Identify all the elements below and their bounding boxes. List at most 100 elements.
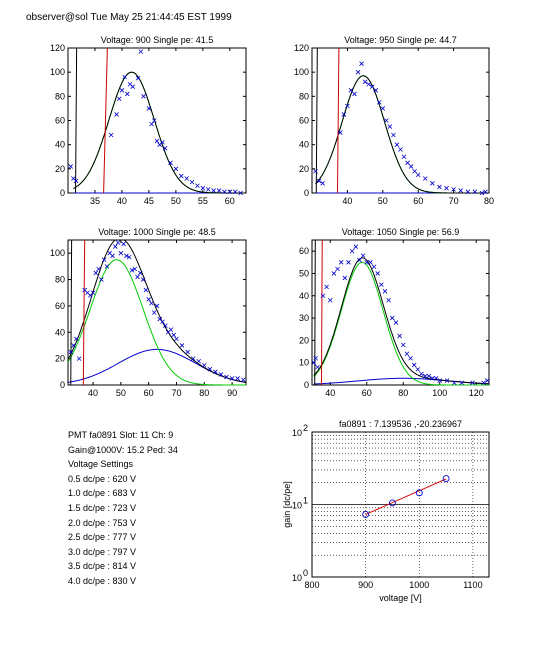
data-point <box>154 303 160 309</box>
pmt-id-line: PMT fa0891 Slot: 11 Ch: 9 <box>68 430 174 440</box>
x-tick-label: 40 <box>325 388 335 398</box>
voltage-setting-row: 0.5 dc/pe : 620 V <box>68 473 137 484</box>
data-point <box>96 266 101 272</box>
voltage-setting-row: 2.5 dc/pe : 777 V <box>68 532 137 543</box>
y-tick-label: 40 <box>55 140 65 150</box>
data-point <box>138 49 144 54</box>
x-tick-label: 60 <box>413 196 423 206</box>
x-tick-label: 800 <box>304 580 319 590</box>
data-point <box>101 257 107 263</box>
data-point <box>73 178 79 184</box>
plot-frame <box>311 239 490 386</box>
y-tick-label: 0 <box>60 188 65 198</box>
data-point <box>444 185 449 191</box>
y-tick-label: 10 <box>299 358 309 368</box>
cut-line <box>75 47 78 194</box>
cut-line <box>315 47 318 194</box>
data-point <box>90 290 96 296</box>
data-point <box>352 91 357 97</box>
data-point <box>216 188 222 193</box>
y-tick-label: 120 <box>294 43 309 53</box>
data-point <box>235 376 240 381</box>
panel-title: Voltage: 900 Single pe: 41.5 <box>101 35 214 45</box>
data-point <box>422 373 428 379</box>
data-point <box>185 349 190 355</box>
data-point <box>426 373 432 379</box>
y-tick-label: 50 <box>299 268 309 278</box>
data-point <box>430 181 435 186</box>
y-tick-exponent: 0 <box>303 568 308 578</box>
data-point <box>213 369 218 375</box>
data-point <box>400 342 406 348</box>
y-tick-label: 60 <box>299 116 309 126</box>
data-point <box>121 241 126 247</box>
data-point <box>201 362 207 368</box>
data-point <box>140 277 146 282</box>
data-point <box>149 121 154 127</box>
data-point <box>394 142 400 147</box>
data-point <box>135 274 140 280</box>
data-point <box>353 244 359 249</box>
y-tick-label: 40 <box>55 327 65 337</box>
data-point <box>178 173 184 179</box>
y-tick-label: 20 <box>55 354 65 364</box>
data-point <box>437 184 442 190</box>
plot-frame <box>311 47 490 194</box>
data-point <box>393 320 399 325</box>
plot-frame <box>67 47 247 194</box>
data-point <box>112 244 118 249</box>
data-point <box>152 118 157 123</box>
x-tick-label: 40 <box>342 196 352 206</box>
data-point <box>458 188 463 193</box>
data-point <box>200 185 206 191</box>
data-point <box>331 271 337 276</box>
data-point <box>160 319 165 325</box>
voltage-setting-row: 2.0 dc/pe : 753 V <box>68 517 137 528</box>
data-point <box>68 349 74 355</box>
total-fit-curve <box>313 257 490 385</box>
y-tick-label: 0 <box>304 380 309 390</box>
y-tick-label: 20 <box>55 164 65 174</box>
data-point <box>390 315 395 321</box>
x-axis-label: voltage [V] <box>379 593 422 603</box>
data-point <box>479 190 485 196</box>
x-tick-label: 80 <box>398 388 408 398</box>
voltage-settings-heading: Voltage Settings <box>68 459 134 470</box>
data-point <box>99 277 104 282</box>
data-point <box>110 253 115 259</box>
x-tick-label: 900 <box>358 580 373 590</box>
panel-title: Voltage: 950 Single pe: 44.7 <box>344 35 457 45</box>
data-point <box>401 154 407 160</box>
x-tick-label: 50 <box>116 388 126 398</box>
x-tick-label: 100 <box>432 388 447 398</box>
data-point <box>222 189 227 195</box>
x-tick-label: 90 <box>227 388 237 398</box>
data-point <box>379 282 384 287</box>
data-point <box>341 112 347 117</box>
y-tick-label: 80 <box>55 91 65 101</box>
data-point <box>313 355 318 361</box>
data-point <box>104 264 110 269</box>
data-point <box>412 168 417 174</box>
x-tick-label: 70 <box>449 196 459 206</box>
data-point <box>371 264 377 270</box>
data-point <box>93 270 99 276</box>
data-point <box>404 351 410 357</box>
y-tick-label: 0 <box>304 188 309 198</box>
cut-line <box>82 239 86 386</box>
voltage-setting-row: 4.0 dc/pe : 830 V <box>68 575 137 586</box>
y-tick-label: 40 <box>299 291 309 301</box>
data-point <box>232 189 238 195</box>
data-point <box>470 380 475 386</box>
x-tick-label: 80 <box>484 196 494 206</box>
x-tick-label: 80 <box>199 388 209 398</box>
data-point <box>382 289 388 294</box>
x-tick-label: 1100 <box>463 580 482 590</box>
data-point <box>380 106 386 111</box>
y-axis-label: gain [dc/pe] <box>282 481 292 528</box>
histogram-panel-3: Voltage: 1000 Single pe: 48.5 40 50 60 70 80 9… <box>50 227 247 398</box>
x-tick-label: 60 <box>225 196 235 206</box>
x-tick-label: 55 <box>198 196 208 206</box>
y-tick-label: 100 <box>50 248 65 258</box>
